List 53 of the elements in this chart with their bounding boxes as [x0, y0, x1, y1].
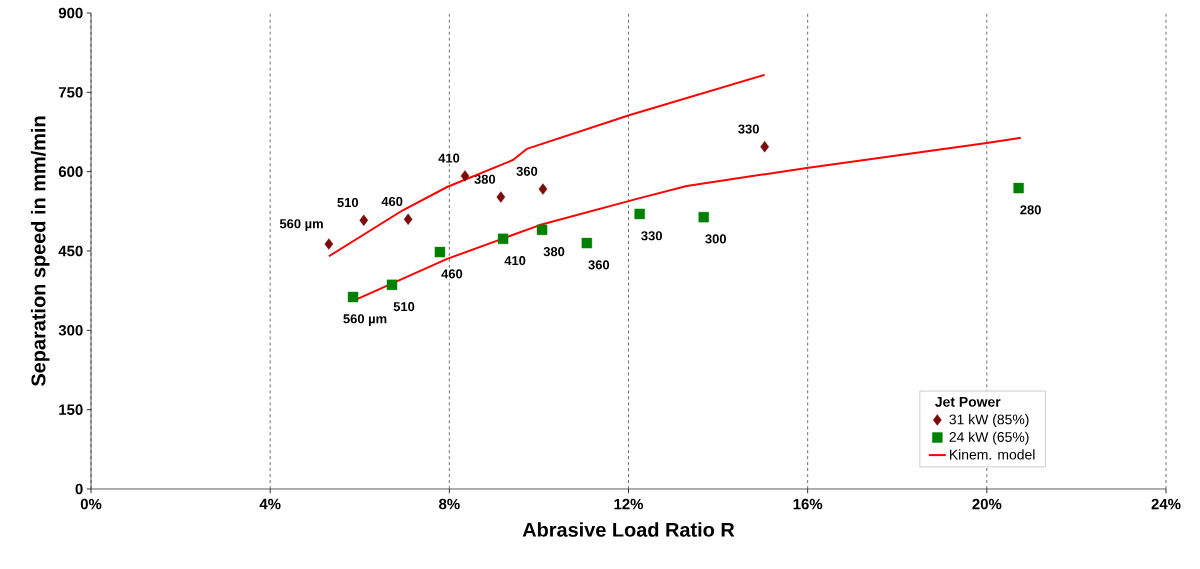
point	[347, 291, 359, 303]
point	[1013, 182, 1024, 194]
annotation: 360	[516, 166, 538, 176]
annotation: 510	[393, 302, 415, 312]
annotation: 560 µm	[343, 314, 387, 326]
annotation: 380	[474, 174, 496, 184]
point	[760, 141, 769, 153]
legend-label: 24 kW (65%)	[949, 431, 1029, 445]
legend-label: Kinem. model	[949, 449, 1035, 460]
point	[496, 191, 506, 203]
annotation: 280	[1020, 205, 1041, 215]
annotation: 380	[543, 247, 565, 257]
point	[634, 208, 645, 220]
point	[386, 279, 398, 291]
x-tick-label: 8%	[439, 498, 460, 510]
point	[581, 237, 593, 249]
x-tick-label: 16%	[793, 498, 823, 510]
y-tick-label: 300	[58, 325, 83, 336]
annotation: 410	[438, 153, 460, 163]
x-tick-label: 12%	[614, 498, 644, 510]
x-tick-label: 4%	[259, 498, 281, 510]
point	[536, 224, 548, 236]
x-tick-label: 24%	[1151, 498, 1181, 510]
annotation: 300	[705, 234, 727, 244]
legend-title: Jet Power	[935, 397, 1001, 407]
annotation: 560 µm	[279, 219, 323, 231]
y-tick-label: 450	[58, 245, 83, 257]
y-tick-label: 0	[75, 483, 83, 495]
annotation: 460	[441, 269, 463, 279]
point	[324, 238, 334, 250]
point	[434, 246, 446, 258]
annotation: 510	[337, 197, 359, 208]
y-tick-label: 900	[58, 7, 83, 19]
annotation: 330	[641, 231, 662, 241]
legend-label: 31 kW (85%)	[949, 414, 1029, 428]
y-tick-label: 600	[58, 166, 83, 177]
annotation: 330	[738, 124, 759, 134]
y-tick-label: 750	[58, 87, 83, 98]
line-series	[327, 73, 766, 258]
point	[698, 211, 709, 223]
point	[359, 214, 369, 227]
annotation: 410	[504, 256, 526, 266]
y-axis-title: Separation speed in mm/min	[30, 116, 50, 387]
point	[403, 213, 413, 225]
annotation: 460	[381, 196, 403, 207]
point	[497, 233, 509, 245]
x-axis-title: Abrasive Load Ratio R	[522, 522, 735, 537]
x-tick-label: 20%	[972, 498, 1002, 510]
y-tick-label: 150	[59, 404, 83, 415]
point	[538, 183, 548, 195]
point	[460, 170, 470, 182]
annotation: 360	[588, 260, 610, 270]
x-tick-label: 0%	[80, 498, 102, 510]
